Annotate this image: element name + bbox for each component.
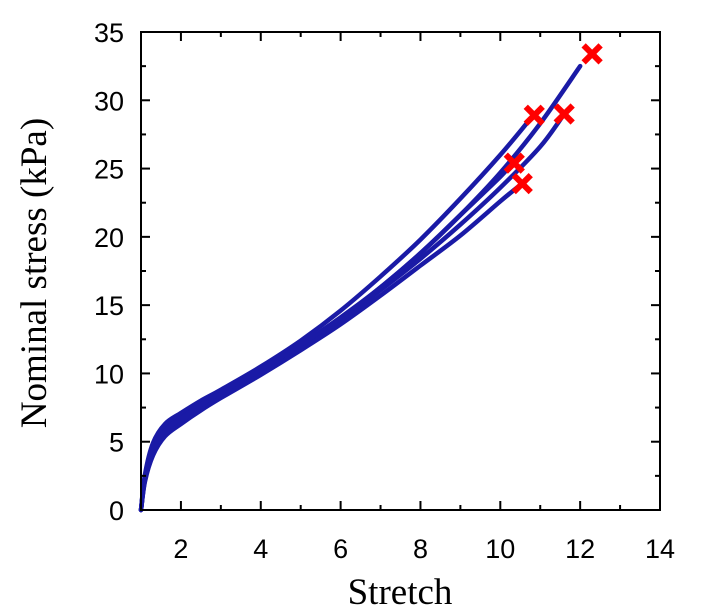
x-tick-label: 6 <box>333 534 348 564</box>
series-line-2 <box>138 182 523 513</box>
failure-marker <box>503 152 525 174</box>
x-tick-label: 8 <box>413 534 428 564</box>
failure-marker <box>553 103 575 125</box>
failure-markers <box>503 43 603 195</box>
x-tick-label: 12 <box>565 534 595 564</box>
y-tick-label: 0 <box>109 496 124 526</box>
y-tick-label: 35 <box>94 18 124 48</box>
y-tick-label: 15 <box>94 291 124 321</box>
series-line-5 <box>138 63 583 513</box>
x-tick-label: 10 <box>485 534 515 564</box>
series-curves <box>138 63 583 513</box>
series-line-3 <box>138 114 535 513</box>
axis-tick-labels: 2 4 6 8 10 12 14 0 5 10 15 20 25 30 35 <box>94 18 675 564</box>
x-axis-title: Stretch <box>348 572 453 613</box>
y-tick-label: 20 <box>94 223 124 253</box>
y-tick-label: 5 <box>109 428 124 458</box>
y-tick-label: 25 <box>94 155 124 185</box>
failure-marker <box>523 104 545 126</box>
y-axis-title: Nominal stress (kPa) <box>14 118 55 428</box>
y-tick-label: 30 <box>94 86 124 116</box>
x-tick-label: 14 <box>645 534 675 564</box>
series-line-1 <box>138 160 515 513</box>
failure-marker <box>581 43 603 65</box>
axis-ticks <box>140 31 661 511</box>
failure-marker <box>511 172 533 195</box>
x-tick-label: 2 <box>173 534 188 564</box>
y-tick-label: 10 <box>94 359 124 389</box>
x-tick-label: 4 <box>253 534 268 564</box>
